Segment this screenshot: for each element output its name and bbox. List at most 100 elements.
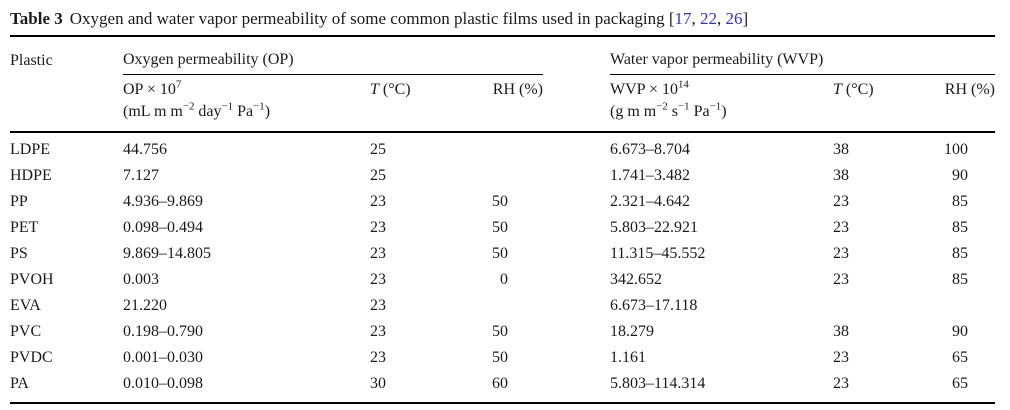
cell-op-rh: 0 xyxy=(500,271,508,288)
cell-spacer xyxy=(543,132,610,163)
cell-op-temperature: 23 xyxy=(370,245,386,262)
cell-spacer xyxy=(543,267,610,293)
temperature-unit: (°C) xyxy=(378,81,411,98)
citation-link-2[interactable]: 22 xyxy=(700,9,718,28)
cell-op-temperature: 23 xyxy=(370,219,386,236)
citation-group: [17, 22, 26] xyxy=(669,9,748,28)
table-label: Table 3 xyxy=(10,9,63,28)
table-row: EVA 21.220 23 6.673–17.118 xyxy=(10,293,995,319)
column-header-op-units: OP × 107 (mL m m−2 day−1 Pa−1) xyxy=(123,74,370,133)
cell-op-value: 0.001–0.030 xyxy=(123,349,203,366)
cell-op-temperature: 23 xyxy=(370,271,386,288)
caption-text: Oxygen and water vapor permeability of s… xyxy=(69,9,665,28)
citation-separator: , xyxy=(691,9,701,28)
group-header-oxygen-permeability: Oxygen permeability (OP) xyxy=(123,36,543,75)
table-row: PA 0.010–0.098 30 60 5.803–114.314 23 65 xyxy=(10,371,996,404)
cell-op-value: 0.010–0.098 xyxy=(123,371,370,404)
cell-wvp-temperature: 23 xyxy=(833,245,849,262)
cell-plastic: PVDC xyxy=(10,349,53,366)
cell-spacer xyxy=(543,241,610,267)
cell-op-rh: 50 xyxy=(492,219,508,236)
cell-plastic: PA xyxy=(10,371,123,404)
cell-wvp-value: 6.673–17.118 xyxy=(610,297,698,314)
cell-op-value: 7.127 xyxy=(123,167,159,184)
cell-spacer xyxy=(543,319,610,345)
cell-op-temperature: 25 xyxy=(370,141,386,158)
citation-link-3[interactable]: 26 xyxy=(725,9,743,28)
cell-plastic: HDPE xyxy=(10,167,52,184)
op-symbol: OP × 107 xyxy=(123,78,182,98)
sub-header-empty xyxy=(10,74,123,133)
cell-op-temperature: 23 xyxy=(370,297,386,314)
sub-header-row: OP × 107 (mL m m−2 day−1 Pa−1) T (°C) RH … xyxy=(10,74,996,133)
cell-spacer xyxy=(543,371,610,404)
cell-wvp-temperature: 38 xyxy=(833,167,849,184)
wvp-symbol: WVP × 1014 xyxy=(610,78,689,98)
cell-plastic: PET xyxy=(10,219,39,236)
table-row: HDPE 7.127 25 1.741–3.482 38 90 xyxy=(10,163,995,189)
cell-op-temperature: 23 xyxy=(370,323,386,340)
temperature-symbol: T xyxy=(370,81,379,98)
cell-wvp-value: 5.803–114.314 xyxy=(610,371,833,404)
citation-separator: , xyxy=(717,9,726,28)
table-row: PP 4.936–9.869 23 50 2.321–4.642 23 85 xyxy=(10,189,995,215)
column-header-wvp-units: WVP × 1014 (g m m−2 s−1 Pa−1) xyxy=(610,74,833,133)
column-header-wvp-rh: RH (%) xyxy=(933,74,996,133)
cell-op-value: 21.220 xyxy=(123,297,167,314)
column-header-op-rh: RH (%) xyxy=(487,74,543,133)
column-header-wvp-temperature: T (°C) xyxy=(833,74,933,133)
citation-close-bracket: ] xyxy=(742,9,749,28)
cell-wvp-temperature: 23 xyxy=(833,271,849,288)
cell-spacer xyxy=(543,215,610,241)
cell-wvp-value: 2.321–4.642 xyxy=(610,193,690,210)
column-header-plastic: Plastic xyxy=(10,51,53,69)
cell-plastic: PS xyxy=(10,245,28,262)
cell-wvp-value: 5.803–22.921 xyxy=(610,219,698,236)
table-row: PS 9.869–14.805 23 50 11.315–45.552 23 8… xyxy=(10,241,995,267)
cell-wvp-rh: 65 xyxy=(952,349,969,366)
column-header-op-temperature: T (°C) xyxy=(370,74,487,133)
cell-wvp-value: 1.161 xyxy=(610,349,646,366)
cell-wvp-rh: 85 xyxy=(952,245,969,262)
temperature-symbol: T xyxy=(833,81,842,98)
cell-wvp-rh: 90 xyxy=(952,323,969,340)
cell-op-value: 0.098–0.494 xyxy=(123,219,203,236)
cell-plastic: LDPE xyxy=(10,141,50,158)
table-row: LDPE 44.756 25 6.673–8.704 38 100 xyxy=(10,132,995,163)
table-caption: Table 3 Oxygen and water vapor permeabili… xyxy=(10,8,995,30)
group-header-spacer xyxy=(543,36,610,75)
cell-op-value: 44.756 xyxy=(123,141,167,158)
cell-wvp-value: 11.315–45.552 xyxy=(610,245,706,262)
cell-op-rh: 50 xyxy=(492,193,508,210)
cell-op-temperature: 23 xyxy=(370,193,386,210)
temperature-unit: (°C) xyxy=(841,81,874,98)
cell-wvp-rh: 90 xyxy=(952,167,969,184)
cell-op-rh xyxy=(487,293,543,319)
cell-wvp-value: 6.673–8.704 xyxy=(610,141,690,158)
permeability-table: Plastic Oxygen permeability (OP) Water v… xyxy=(10,35,996,404)
table-row: PVDC 0.001–0.030 23 50 1.161 23 65 xyxy=(10,345,995,371)
cell-op-value: 4.936–9.869 xyxy=(123,193,203,210)
cell-op-rh xyxy=(487,132,543,163)
cell-spacer xyxy=(543,189,610,215)
cell-wvp-rh: 85 xyxy=(952,193,969,210)
cell-plastic: PVC xyxy=(10,323,42,340)
cell-wvp-rh xyxy=(933,293,995,319)
cell-op-temperature: 30 xyxy=(370,371,487,404)
cell-wvp-rh: 65 xyxy=(933,371,996,404)
cell-wvp-temperature: 23 xyxy=(833,219,849,236)
cell-wvp-temperature xyxy=(833,293,933,319)
cell-op-temperature: 25 xyxy=(370,167,386,184)
cell-wvp-temperature: 38 xyxy=(833,141,849,158)
cell-wvp-value: 1.741–3.482 xyxy=(610,167,690,184)
cell-plastic: EVA xyxy=(10,297,41,314)
citation-link-1[interactable]: 17 xyxy=(674,9,692,28)
cell-wvp-temperature: 23 xyxy=(833,371,933,404)
cell-op-value: 0.003 xyxy=(123,271,159,288)
cell-op-rh: 50 xyxy=(492,349,508,366)
cell-wvp-rh: 85 xyxy=(952,271,969,288)
sub-header-spacer xyxy=(543,74,610,133)
cell-wvp-rh: 100 xyxy=(944,141,969,158)
cell-op-value: 9.869–14.805 xyxy=(123,245,211,262)
